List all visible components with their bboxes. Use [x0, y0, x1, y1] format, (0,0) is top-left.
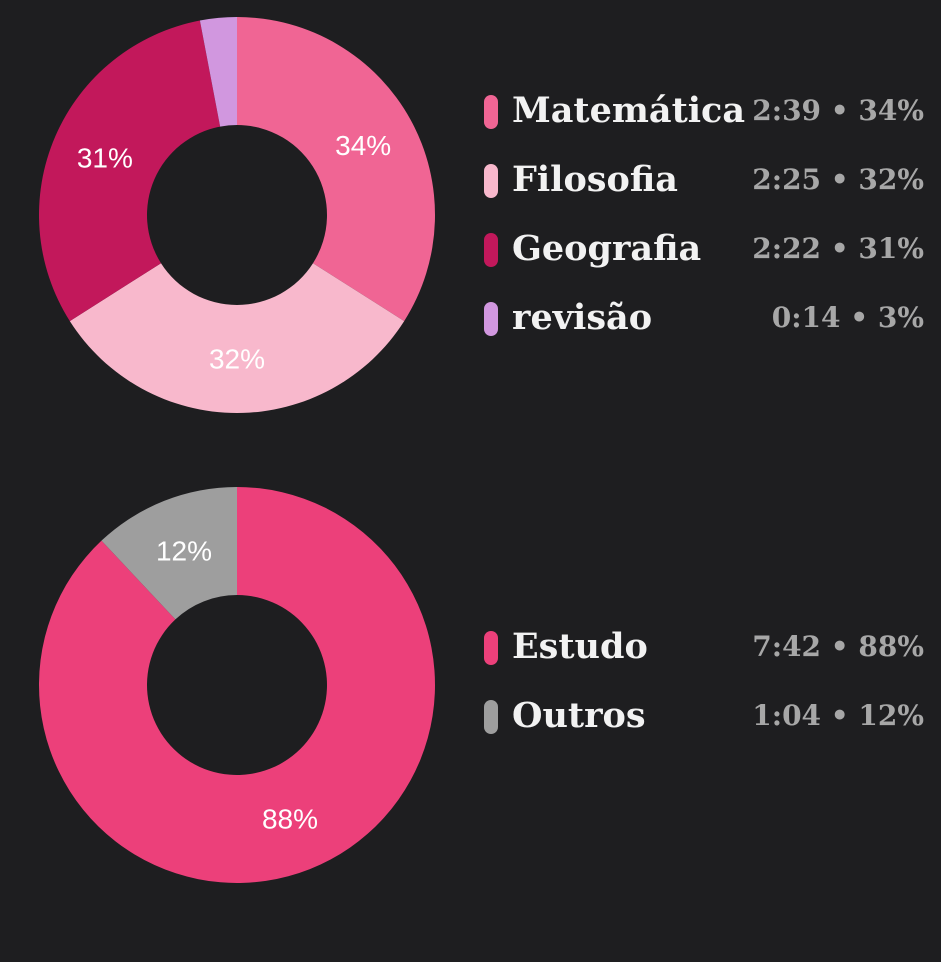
- slice-revisao[interactable]: [199, 17, 237, 127]
- slice-outros[interactable]: [101, 487, 237, 620]
- legend-swatch: [484, 233, 498, 267]
- slice-label-geografia: 31%: [77, 142, 133, 173]
- slice-estudo[interactable]: [38, 487, 436, 883]
- legend-value: 2:22 • 31%: [752, 232, 924, 265]
- legend-swatch: [484, 631, 498, 665]
- subject-breakdown-chart: 34% 32% 31% Matemática 2:39 • 34% Filosofia 2…: [0, 0, 941, 440]
- legend-item-revisao[interactable]: revisão 0:14 • 3%: [480, 295, 930, 345]
- legend-label: Estudo: [512, 626, 648, 667]
- legend-label: Matemática: [512, 90, 746, 131]
- legend-value: 1:04 • 12%: [752, 699, 924, 732]
- activity-breakdown-chart: 88% 12% Estudo 7:42 • 88% Outros 1:04 • 12%: [0, 470, 941, 910]
- slice-label-estudo: 88%: [262, 803, 318, 834]
- legend-label: Filosofia: [512, 159, 678, 200]
- legend-swatch: [484, 302, 498, 336]
- legend-swatch: [484, 95, 498, 129]
- legend-item-geografia[interactable]: Geografia 2:22 • 31%: [480, 226, 930, 276]
- slice-geografia[interactable]: [38, 20, 221, 322]
- legend-label: Outros: [512, 695, 646, 736]
- activity-donut-chart[interactable]: 88% 12%: [0, 470, 475, 910]
- legend-swatch: [484, 700, 498, 734]
- slice-matematica[interactable]: [237, 17, 436, 322]
- subject-donut-chart[interactable]: 34% 32% 31%: [0, 0, 475, 440]
- legend-item-estudo[interactable]: Estudo 7:42 • 88%: [480, 624, 930, 674]
- legend-label: revisão: [512, 297, 653, 338]
- legend-value: 0:14 • 3%: [771, 301, 924, 334]
- legend-item-filosofia[interactable]: Filosofia 2:25 • 32%: [480, 157, 930, 207]
- legend-item-outros[interactable]: Outros 1:04 • 12%: [480, 693, 930, 743]
- slice-label-matematica: 34%: [335, 130, 391, 161]
- slice-label-filosofia: 32%: [209, 344, 265, 375]
- legend-swatch: [484, 164, 498, 198]
- slice-label-outros: 12%: [156, 536, 212, 567]
- slice-filosofia[interactable]: [69, 263, 405, 414]
- legend-item-matematica[interactable]: Matemática 2:39 • 34%: [480, 88, 930, 138]
- legend-value: 2:25 • 32%: [752, 163, 924, 196]
- legend-value: 2:39 • 34%: [752, 94, 924, 127]
- legend-value: 7:42 • 88%: [752, 630, 924, 663]
- legend-label: Geografia: [512, 228, 702, 269]
